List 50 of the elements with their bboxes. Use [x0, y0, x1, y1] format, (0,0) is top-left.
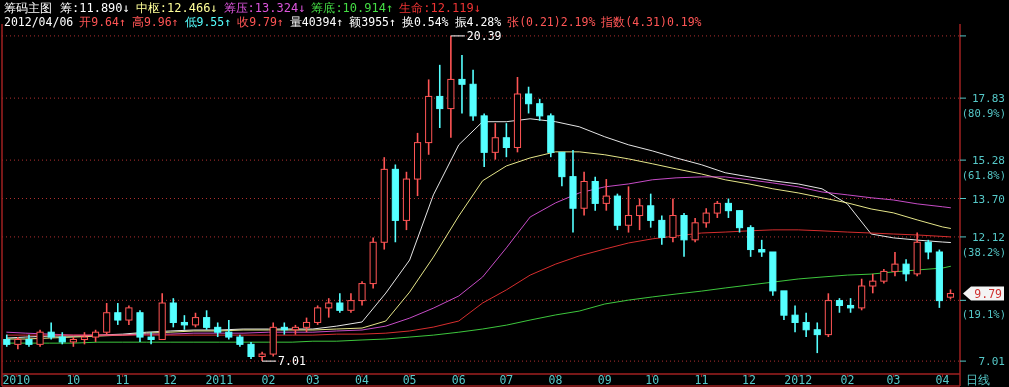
x-tick-label: 2012 [784, 373, 813, 387]
text: 中枢:12.466↓ [135, 1, 218, 15]
annotation: 20.39 [466, 28, 502, 43]
annotation: 换0.54% [401, 15, 449, 29]
annotation: 指数(4.31)0.19% [600, 15, 702, 29]
x-tick-label: 08 [548, 373, 563, 387]
y-tick-label: 12.12 [971, 230, 1005, 244]
y-tick-label: 15.28 [971, 154, 1005, 168]
y2-tick-label: (80.9%) [961, 107, 1006, 120]
annotation: 9.79 [974, 286, 1003, 301]
x-tick-label: 03 [305, 373, 320, 387]
y2-tick-label: (19.1%) [961, 308, 1006, 320]
x-tick-label: 10 [645, 373, 660, 387]
annotation: 收9.79↑ [237, 15, 284, 29]
annotation: 高9.96↑ [131, 15, 179, 29]
x-tick-label: 10 [66, 373, 81, 387]
x-tick-label: 06 [451, 373, 466, 387]
text: 生命:12.119↓ [399, 1, 481, 15]
x-axis-title: 日线 [966, 373, 990, 387]
y-tick-label: 7.01 [978, 355, 1005, 369]
x-tick-label: 04 [935, 373, 950, 387]
text: 筹底:10.914↑ [311, 1, 394, 15]
annotation: 额3955↑ [349, 15, 396, 29]
text: 筹:11.890↓ [60, 1, 130, 15]
x-tick-label: 07 [499, 373, 514, 387]
annotation: 开9.64↑ [79, 15, 126, 29]
y-tick-label: 13.70 [971, 192, 1005, 206]
x-tick-label: 11 [694, 373, 709, 387]
x-tick-label: 2010 [2, 373, 31, 387]
x-tick-label: 11 [115, 373, 130, 387]
x-tick-label: 05 [402, 373, 417, 387]
x-tick-label: 2011 [205, 373, 234, 387]
y2-tick-label: (61.8%) [961, 169, 1006, 182]
annotation: 振4.28% [454, 15, 502, 29]
x-tick-label: 02 [261, 373, 276, 387]
annotation: 2012/04/06 [4, 15, 74, 29]
annotation: 低9.55↑ [184, 15, 232, 29]
x-tick-label: 12 [742, 373, 756, 387]
x-tick-label: 04 [355, 373, 370, 387]
x-tick-label: 12 [163, 373, 178, 387]
y-tick-label: 17.83 [971, 92, 1005, 106]
annotation: 量40394↑ [289, 15, 344, 29]
text: 筹压:13.324↓ [223, 1, 306, 15]
x-tick-label: 09 [597, 373, 612, 387]
x-tick-label: 03 [886, 373, 901, 387]
annotation: 7.01 [278, 354, 306, 369]
y2-tick-label: (38.2%) [961, 245, 1006, 258]
x-tick-label: 02 [840, 373, 855, 387]
annotation: 张(0.21)2.19% [507, 15, 596, 29]
chart-title: 筹码主图 [4, 1, 52, 15]
